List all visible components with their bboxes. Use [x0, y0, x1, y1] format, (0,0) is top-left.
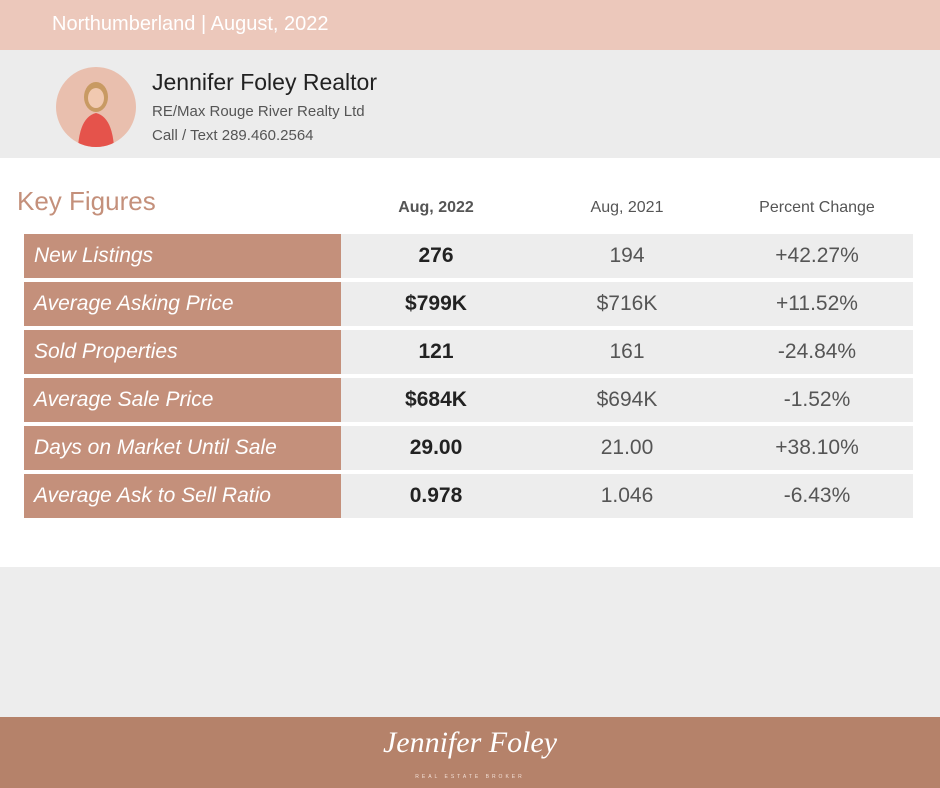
row-label: New Listings: [24, 234, 341, 278]
column-header: Aug, 2021: [590, 199, 664, 216]
row-background: [341, 474, 913, 518]
cell-value: $694K: [596, 388, 658, 411]
cell-value: $799K: [405, 292, 467, 315]
row-background: [341, 330, 913, 374]
cell-value: 1.046: [600, 484, 654, 507]
agent-phone: Call / Text 289.460.2564: [152, 127, 314, 144]
section-title: Key Figures: [17, 186, 156, 216]
footer-logo: Jennifer Foley: [382, 726, 558, 759]
cell-value: 194: [609, 244, 645, 267]
row-background: [341, 378, 913, 422]
row-background: [341, 282, 913, 326]
cell-value: $716K: [596, 292, 658, 315]
top-bar: [0, 0, 940, 50]
row-background: [341, 234, 913, 278]
page-title: Northumberland | August, 2022: [52, 13, 329, 35]
avatar-graphic: [78, 82, 114, 147]
cell-value: -6.43%: [783, 484, 851, 507]
cell-value: -24.84%: [777, 340, 857, 363]
agent-panel: [0, 50, 940, 158]
row-label: Sold Properties: [24, 330, 341, 374]
cell-value: 21.00: [600, 436, 654, 459]
cell-value: 121: [418, 340, 454, 363]
cell-value: 29.00: [409, 436, 463, 459]
row-label: Average Asking Price: [24, 282, 341, 326]
cell-value: $684K: [405, 388, 467, 411]
cell-value: -1.52%: [783, 388, 851, 411]
column-header: Percent Change: [759, 199, 875, 216]
spacer-panel: [0, 567, 940, 717]
cell-value: +11.52%: [776, 292, 858, 315]
agent-photo: [56, 67, 136, 147]
row-label: Average Ask to Sell Ratio: [24, 474, 341, 518]
cell-value: +42.27%: [775, 244, 859, 267]
footer: [0, 717, 940, 788]
cell-value: 161: [609, 340, 645, 363]
row-background: [341, 426, 913, 470]
agent-name: Jennifer Foley Realtor: [152, 69, 377, 95]
cell-value: +38.10%: [775, 436, 859, 459]
column-header: Aug, 2022: [398, 199, 474, 216]
footer-tagline: REAL ESTATE BROKER: [415, 774, 525, 780]
cell-value: 276: [418, 244, 454, 267]
cell-value: 0.978: [409, 484, 463, 507]
row-label: Average Sale Price: [24, 378, 341, 422]
agent-company: RE/Max Rouge River Realty Ltd: [152, 103, 365, 120]
row-label: Days on Market Until Sale: [24, 426, 341, 470]
